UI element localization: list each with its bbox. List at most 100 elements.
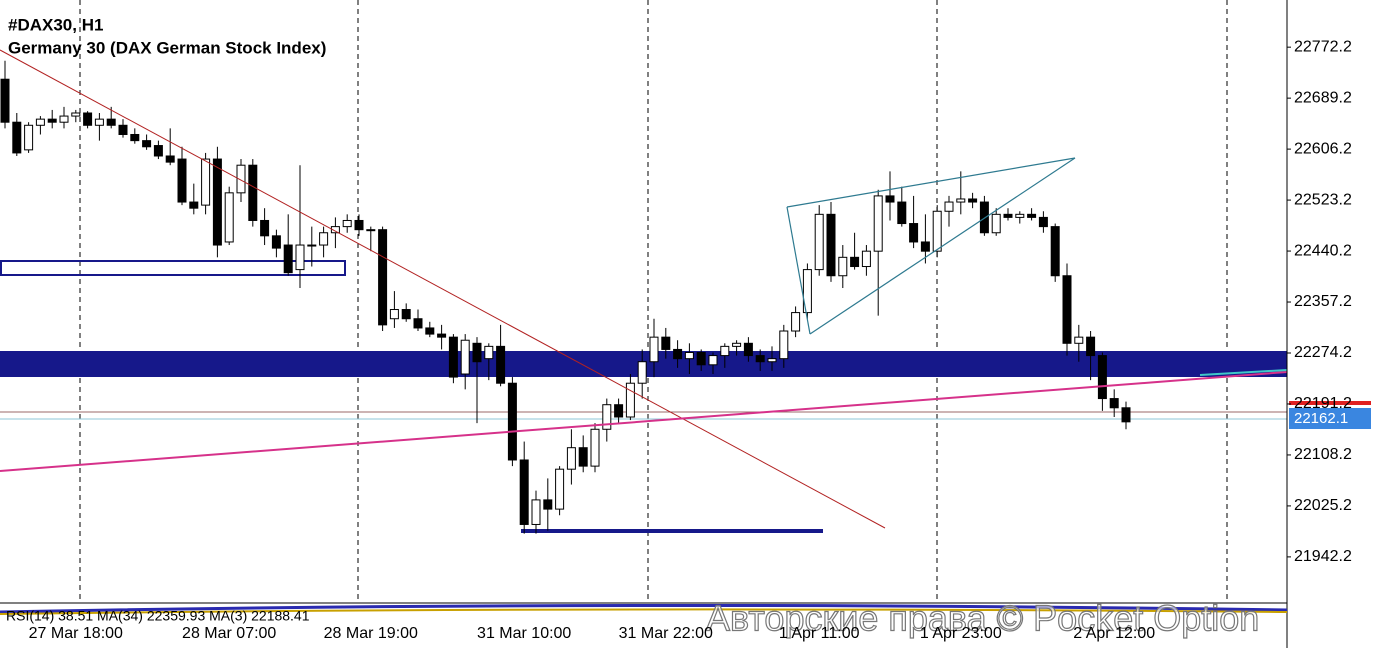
candle-body [826,213,836,277]
candle-body [684,352,694,360]
candle-body [472,342,482,363]
indicator-line [0,603,1288,614]
candle-body [12,121,22,154]
trend-line [0,371,1288,472]
candle-body [295,244,305,271]
candle-body [625,382,635,418]
candle-body [578,447,588,467]
candle-body [885,195,895,203]
candle-body [1015,213,1025,218]
y-tick-label: 21942.2 [1294,548,1352,565]
y-tick-label: 22772.2 [1294,38,1352,55]
x-tick-label: 28 Mar 07:00 [182,625,276,642]
candle-body [979,201,989,234]
candle-body [389,309,399,320]
candle-body [873,195,883,252]
indicator-line [0,608,1288,615]
candle-body [248,164,258,221]
candle-body [413,318,423,329]
candle-body [1097,355,1107,400]
candle-body [460,339,470,375]
wedge-line [786,206,811,335]
zone-box [0,260,346,276]
candle-body [673,348,683,360]
candle-body [118,124,128,135]
trend-line [0,49,886,529]
candle-body [236,164,246,194]
y-tick-label: 22606.2 [1294,140,1352,157]
candle-body [791,312,801,332]
candle-body [319,232,329,246]
candle-body [838,256,848,277]
candle-body [932,210,942,252]
y-tick-label: 22191.2 [1294,395,1352,412]
candle-body [224,192,234,243]
candle-body [555,468,565,510]
y-tick-label: 22440.2 [1294,242,1352,259]
candle-body [106,118,116,126]
price-tag [1289,408,1371,429]
candle-body [507,382,517,461]
candle-body [189,201,199,209]
candle-body [59,115,69,123]
candle-body [802,269,812,314]
candle-body [271,235,281,249]
candle-body [283,244,293,274]
y-tick-label: 22274.2 [1294,344,1352,361]
y-tick-label: 22108.2 [1294,446,1352,463]
candle-body [130,133,140,142]
candle-body [661,336,671,350]
candle-body [602,404,612,430]
candle-body [956,198,966,203]
x-tick-label: 27 Mar 18:00 [29,625,123,642]
candle-body [366,229,376,232]
candle-body [861,250,871,268]
chart-title: #DAX30, H1 [8,15,103,34]
candle-body [437,333,447,338]
price-tag-label: 22162.1 [1294,410,1348,427]
candle-body [1074,336,1084,344]
candle-body [614,404,624,418]
candle-body [755,355,765,363]
candle-body [708,355,718,366]
candle-body [767,358,777,363]
candle-body [649,336,659,363]
candle-body [732,342,742,347]
candle-body [71,112,81,117]
trend-line [1199,369,1288,376]
candle-body [212,158,222,246]
x-tick-label: 1 Apr 11:00 [779,625,860,642]
candle-body [330,226,340,234]
wedge-line [786,157,1076,208]
candle-body [201,158,211,206]
watermark: Авторские права © Pocket Option [706,598,1259,639]
x-tick-label: 1 Apr 23:00 [920,625,1002,642]
x-tick-label: 2 Apr 12:00 [1073,625,1155,642]
candle-body [1027,213,1037,218]
candle-body [1003,213,1013,218]
chart-subtitle: Germany 30 (DAX German Stock Index) [8,38,326,57]
candle-body [1121,407,1131,423]
candle-body [496,345,506,384]
candle-body [944,201,954,212]
candle-body [566,447,576,470]
indicator-text: RSI(14) 38.51 MA(34) 22359.93 MA(3) 2218… [6,608,310,624]
x-tick-label: 31 Mar 22:00 [619,625,713,642]
candle-body [0,78,10,123]
candle-body [720,345,730,357]
bid-marker [1289,401,1371,405]
candle-body [165,155,175,163]
candle-body [484,345,494,360]
candle-body [425,327,435,335]
candle-body [342,219,352,228]
candle-body [850,256,860,268]
candle-body [260,219,270,237]
candle-body [35,118,45,126]
wedge-line [809,157,1076,335]
candle-body [83,112,93,126]
candle-body [307,244,317,247]
candle-body [637,361,647,384]
y-tick-label: 22689.2 [1294,89,1352,106]
